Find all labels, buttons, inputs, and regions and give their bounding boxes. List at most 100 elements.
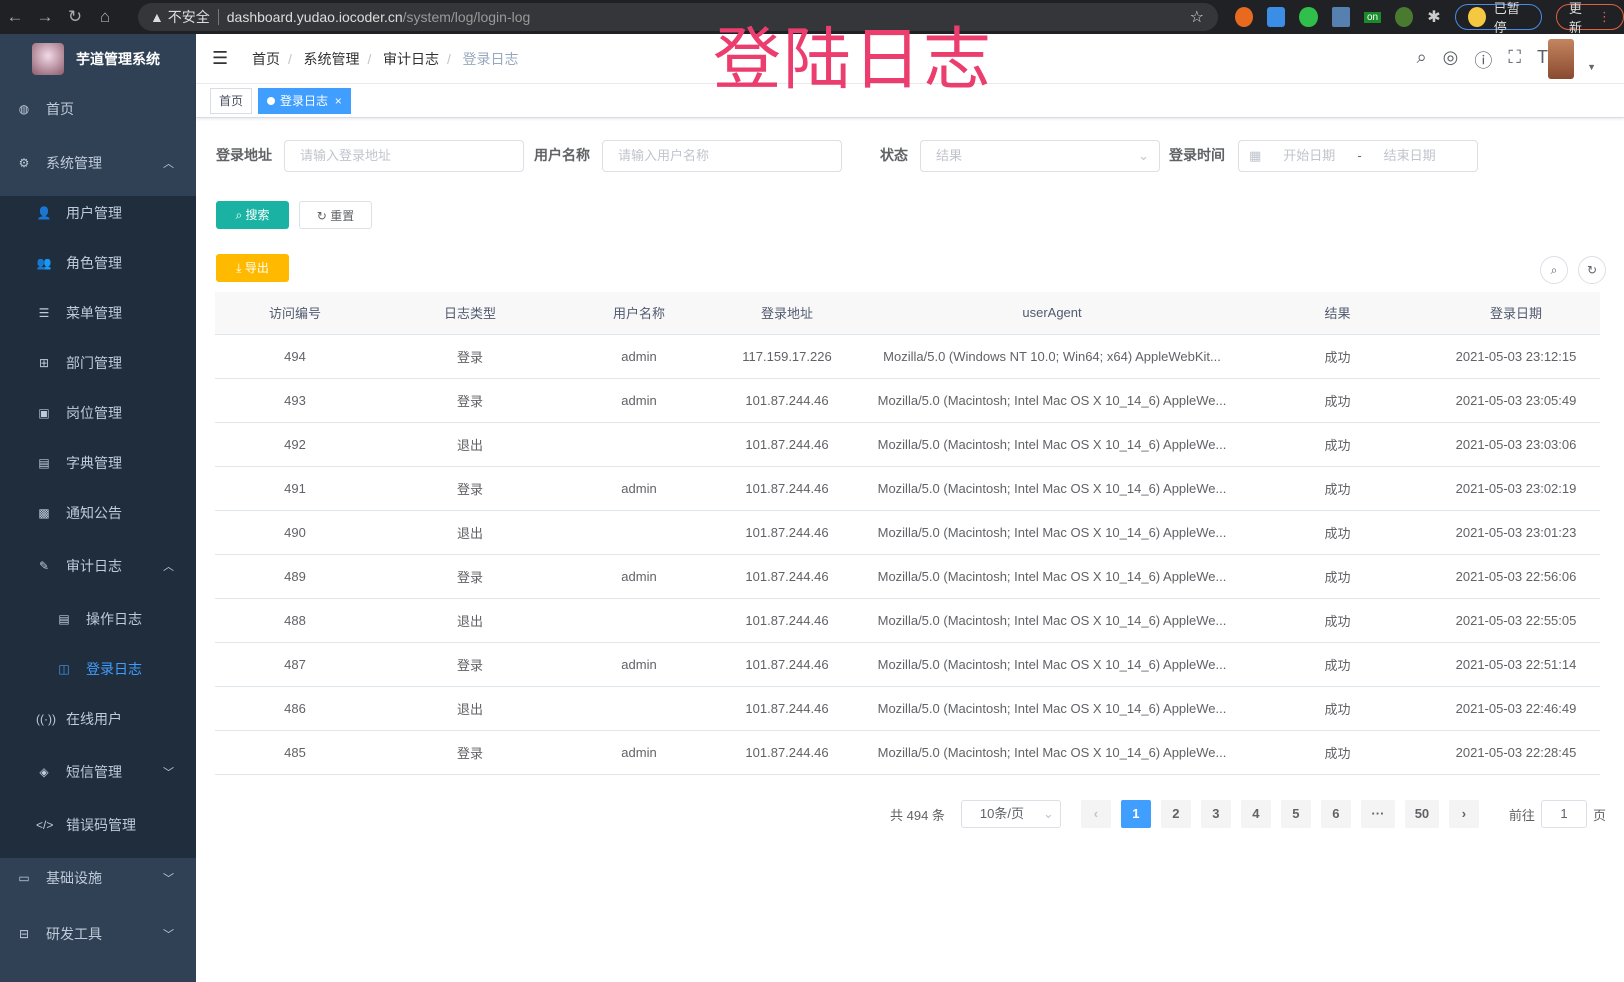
profile-button[interactable]: 已暂停 (1454, 1, 1542, 35)
fullscreen-icon[interactable]: ⛶ (1508, 47, 1521, 67)
help-icon[interactable]: ⓘ (1474, 51, 1493, 71)
toggle-search-icon[interactable]: ⌕ (1540, 256, 1568, 284)
breadcrumb-current: 登录日志 (462, 50, 519, 67)
extension-grid-icon[interactable] (1331, 7, 1350, 27)
sidebar-item-label: 在线用户 (66, 711, 122, 727)
reload-icon[interactable]: ↻ (67, 7, 83, 26)
sidebar-item[interactable]: ◈ 短信管理 ﹀ (0, 747, 196, 797)
sidebar-item[interactable]: ⚙ 系统管理 ︿ (0, 138, 196, 188)
page-button[interactable]: 5 (1280, 800, 1311, 828)
url-path: /system/log/login-log (402, 9, 531, 25)
update-button[interactable]: 更新 ⋮ (1555, 1, 1624, 35)
table-row[interactable]: 492 退出 101.87.244.46 Mozilla/5.0 (Macintosh… (215, 422, 1600, 467)
address-bar[interactable]: ▲ 不安全 dashboard.yudao.iocoder.cn/system/… (138, 3, 1218, 31)
table-cell: 101.87.244.46 (713, 642, 861, 687)
sidebar-item[interactable]: ▤ 字典管理 (0, 438, 196, 488)
extension-check-icon[interactable] (1299, 7, 1318, 27)
sidebar-item[interactable]: ☰ 菜单管理 (0, 288, 196, 338)
menu-icon: ⚙ (18, 156, 30, 170)
table-cell: 2021-05-03 22:46:49 (1432, 686, 1600, 731)
home-icon[interactable]: ⌂ (99, 7, 111, 26)
sidebar-item[interactable]: </> 错误码管理 (0, 800, 196, 850)
table-row[interactable]: 488 退出 101.87.244.46 Mozilla/5.0 (Macintosh… (215, 598, 1600, 643)
breadcrumb-item[interactable]: 系统管理 (303, 50, 360, 67)
sidebar-item[interactable]: ◍ 首页 (0, 84, 196, 134)
refresh-icon[interactable]: ↻ (1578, 256, 1606, 284)
table-cell: 成功 (1243, 686, 1432, 731)
table-cell: 2021-05-03 22:55:05 (1432, 598, 1600, 643)
table-row[interactable]: 487 登录 admin 101.87.244.46 Mozilla/5.0 (Maci… (215, 642, 1600, 687)
extension-icon[interactable] (1235, 7, 1254, 27)
end-date[interactable]: 结束日期 (1383, 148, 1436, 163)
sidebar-item[interactable]: 👤 用户管理 (0, 188, 196, 238)
sidebar-item[interactable]: ✎ 审计日志 ︿ (0, 541, 196, 591)
breadcrumb-item[interactable]: 审计日志 (383, 50, 440, 67)
page-button[interactable]: 3 (1200, 800, 1231, 828)
table-cell: admin (565, 466, 713, 511)
extension-diamond-icon[interactable] (1267, 7, 1286, 27)
table-row[interactable]: 494 登录 admin 117.159.17.226 Mozilla/5.0 (Win… (215, 334, 1600, 379)
sidebar-item[interactable]: ▭ 基础设施 ﹀ (0, 853, 196, 903)
username-input[interactable]: 请输入用户名称 (602, 140, 842, 172)
prev-page-button[interactable]: ‹ (1080, 800, 1111, 828)
back-icon[interactable]: ← (6, 7, 24, 26)
font-size-icon[interactable]: T (1537, 47, 1548, 67)
next-page-button[interactable]: › (1448, 800, 1479, 828)
sidebar-item[interactable]: ((·)) 在线用户 (0, 694, 196, 744)
menu-icon: ☰ (38, 306, 50, 320)
extensions-puzzle-icon[interactable]: ✱ (1427, 9, 1441, 26)
avatar[interactable] (1548, 39, 1574, 79)
page-button[interactable]: ··· (1360, 800, 1395, 828)
sidebar-item[interactable]: 👥 角色管理 (0, 238, 196, 288)
breadcrumb-item[interactable]: 首页 (252, 50, 280, 67)
table-cell (565, 510, 713, 555)
table-row[interactable]: 493 登录 admin 101.87.244.46 Mozilla/5.0 (Maci… (215, 378, 1600, 423)
tag-home[interactable]: 首页 (210, 88, 253, 114)
reset-button[interactable]: ↻ 重置 (299, 201, 372, 229)
app-logo[interactable]: 芋道管理系统 (0, 34, 196, 84)
sidebar-item[interactable]: ▤ 操作日志 (0, 594, 196, 644)
tag-login-log[interactable]: 登录日志 × (258, 88, 351, 114)
sidebar-item[interactable]: ⊞ 部门管理 (0, 338, 196, 388)
table-cell: 登录 (375, 466, 565, 511)
page-button[interactable]: 4 (1240, 800, 1271, 828)
date-range-picker[interactable]: ▦ 开始日期 - 结束日期 (1238, 140, 1478, 172)
table-row[interactable]: 485 登录 admin 101.87.244.46 Mozilla/5.0 (Maci… (215, 730, 1600, 775)
table-row[interactable]: 486 退出 101.87.244.46 Mozilla/5.0 (Macintosh… (215, 686, 1600, 731)
sidebar-item[interactable]: ⊟ 研发工具 ﹀ (0, 909, 196, 959)
table-row[interactable]: 489 登录 admin 101.87.244.46 Mozilla/5.0 (Maci… (215, 554, 1600, 599)
search-icon[interactable]: ⌕ (1416, 47, 1427, 67)
page-button[interactable]: 6 (1320, 800, 1351, 828)
extension-badge[interactable]: on (1363, 11, 1382, 23)
sidebar-item[interactable]: ▣ 岗位管理 (0, 388, 196, 438)
hamburger-icon[interactable]: ☰ (212, 48, 229, 68)
page-button[interactable]: 1 (1120, 800, 1151, 828)
table-row[interactable]: 490 退出 101.87.244.46 Mozilla/5.0 (Macintosh… (215, 510, 1600, 555)
forward-icon[interactable]: → (36, 7, 54, 26)
search-button[interactable]: ⌕ 搜索 (216, 201, 289, 229)
sidebar-item-label: 首页 (46, 101, 74, 117)
bookmark-star-icon[interactable]: ☆ (1189, 9, 1204, 26)
start-date[interactable]: 开始日期 (1283, 148, 1336, 163)
github-icon[interactable]: ◎ (1442, 47, 1459, 67)
menu-icon: ▭ (18, 871, 30, 885)
table-cell: 493 (215, 378, 375, 423)
table-cell: admin (565, 554, 713, 599)
extension-leaf-icon[interactable] (1395, 7, 1414, 27)
sidebar-item[interactable]: ◫ 登录日志 (0, 644, 196, 694)
close-icon[interactable]: × (334, 94, 342, 108)
address-input[interactable]: 请输入登录地址 (284, 140, 524, 172)
menu-icon: ✎ (38, 559, 50, 573)
page-button[interactable]: 2 (1160, 800, 1191, 828)
page-button[interactable]: 50 (1404, 800, 1439, 828)
table-cell: 485 (215, 730, 375, 775)
caret-down-icon[interactable]: ▼ (1587, 62, 1596, 72)
page-size-select[interactable]: 10条/页 ⌄ (960, 800, 1061, 828)
status-select[interactable]: 结果 ⌄ (920, 140, 1160, 172)
table-row[interactable]: 491 登录 admin 101.87.244.46 Mozilla/5.0 (Maci… (215, 466, 1600, 511)
sidebar-item[interactable]: ▩ 通知公告 (0, 488, 196, 538)
sidebar-item-label: 错误码管理 (66, 817, 136, 833)
chevron-down-icon: ⌄ (1138, 148, 1149, 163)
export-button[interactable]: ⤓ 导出 (216, 254, 289, 282)
goto-page-input[interactable]: 1 (1540, 800, 1587, 828)
